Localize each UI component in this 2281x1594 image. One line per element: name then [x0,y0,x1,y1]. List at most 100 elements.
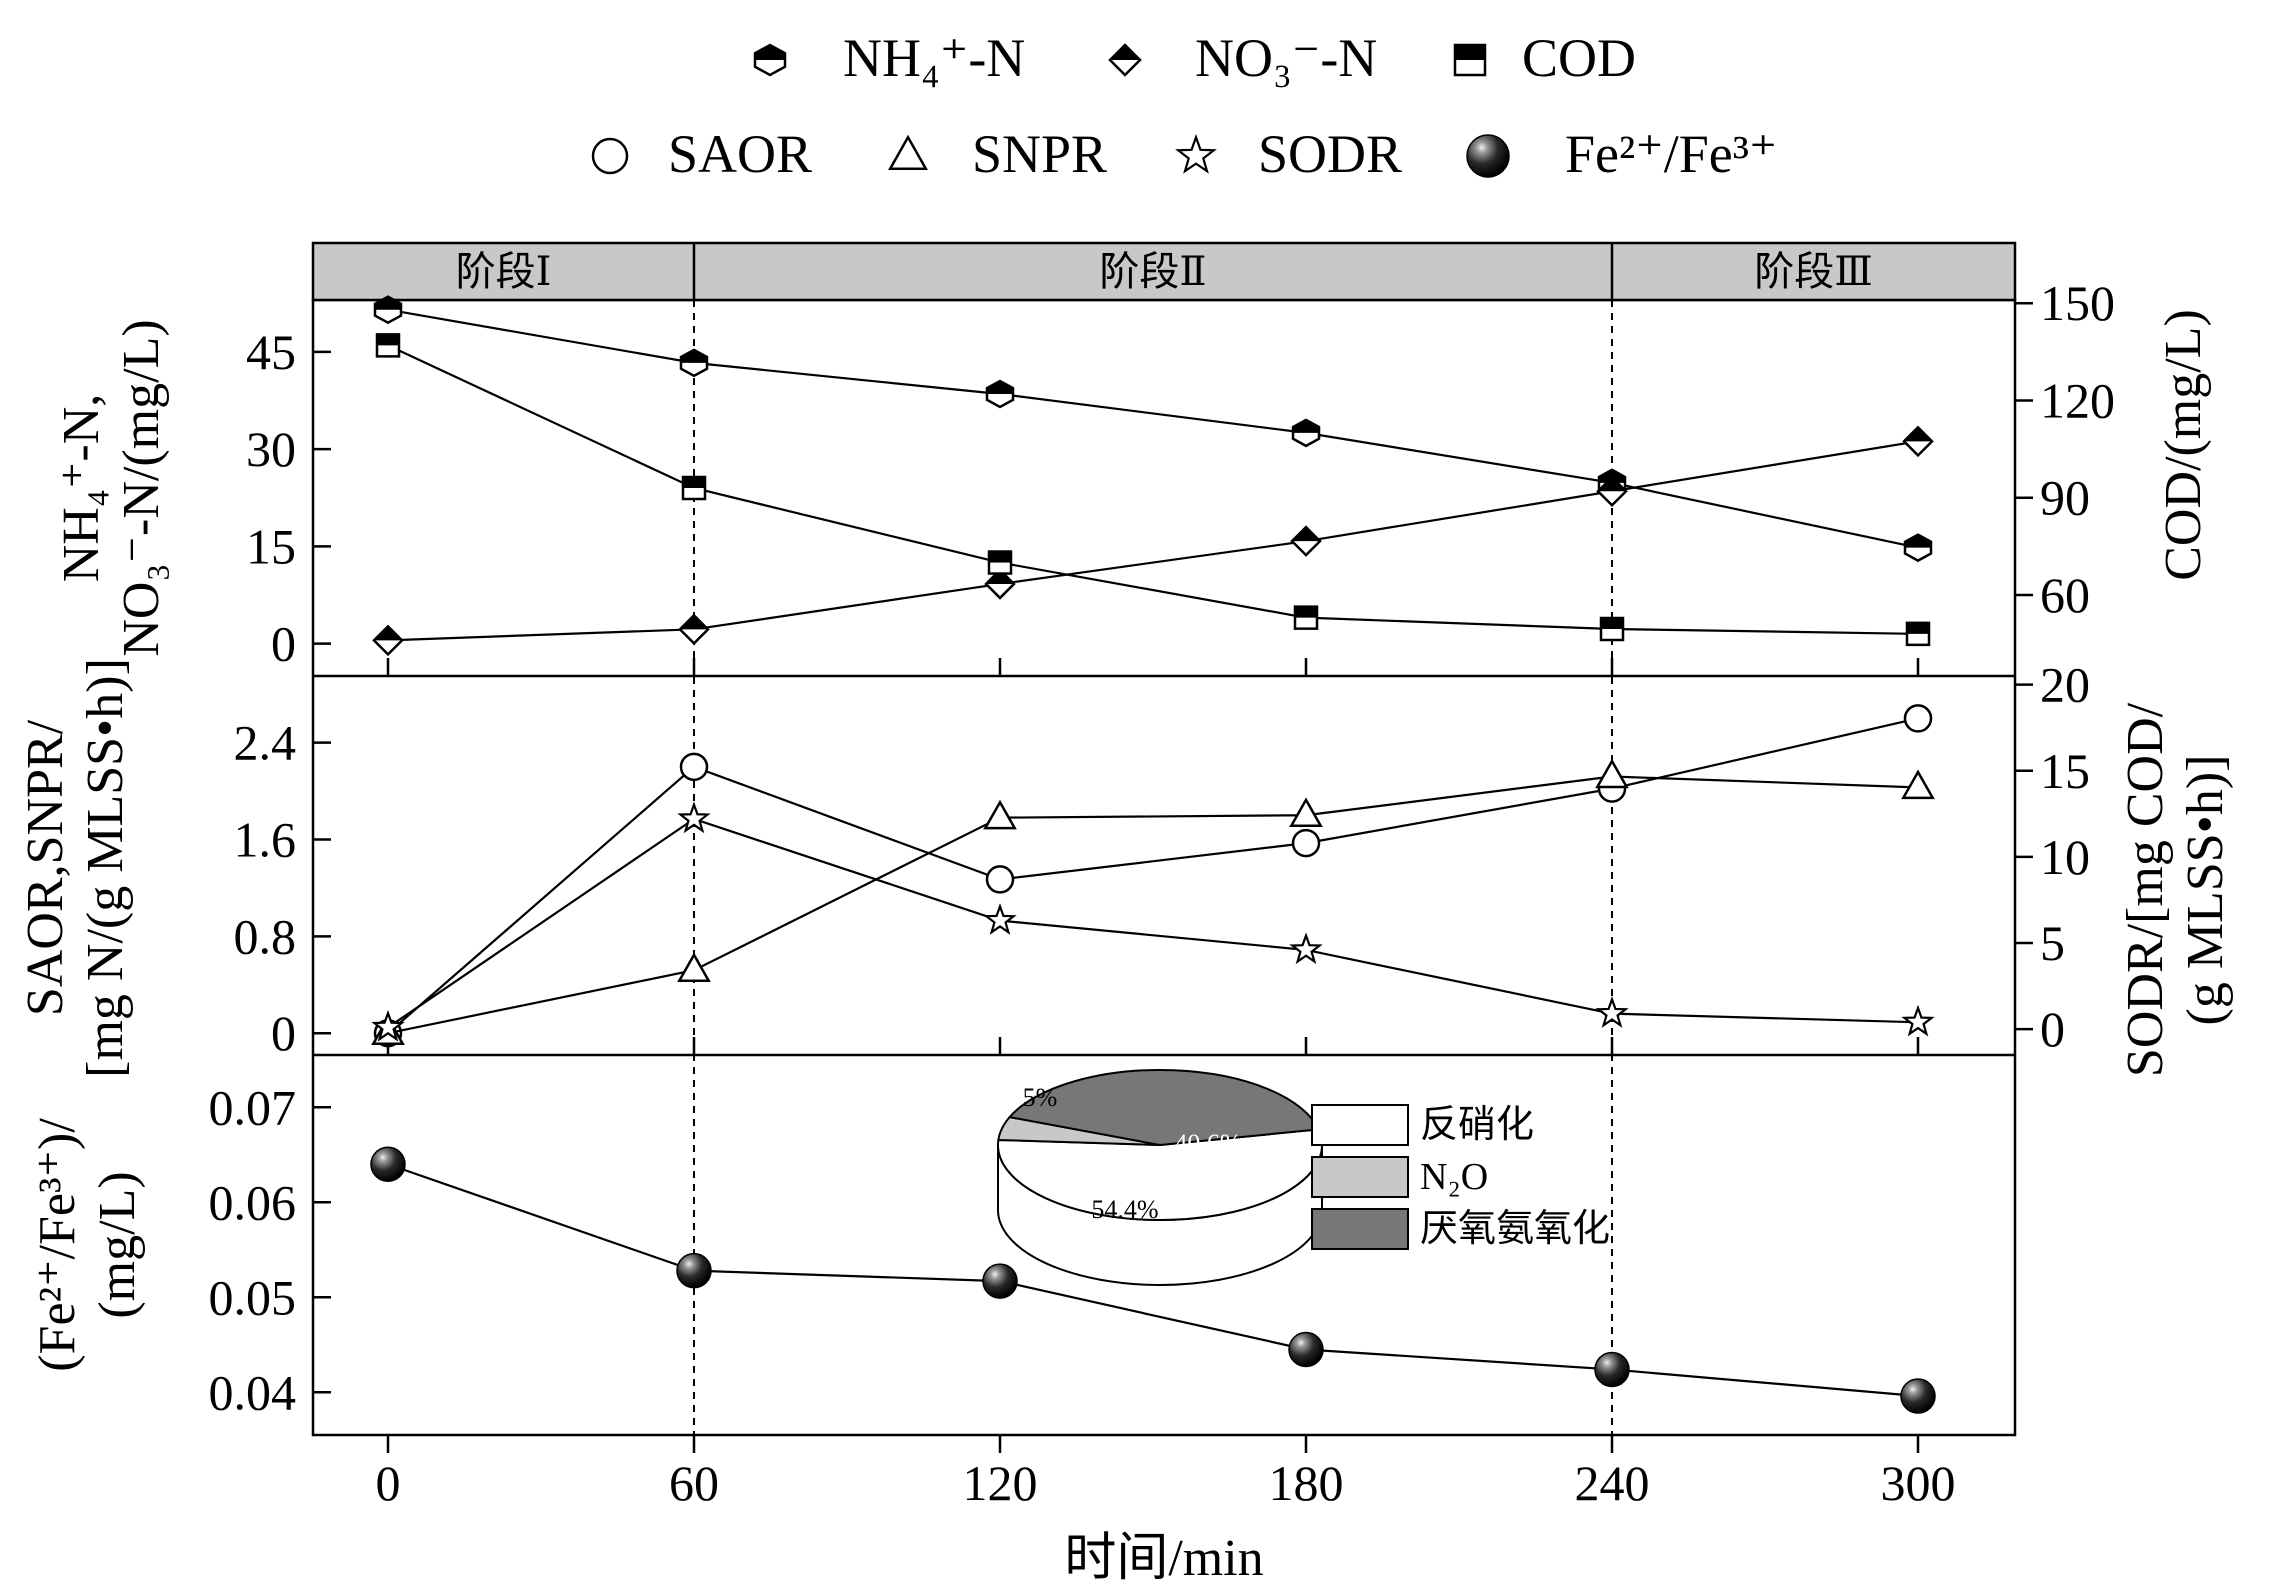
pie-slice [1007,1069,1320,1147]
marker-shape [1288,1331,1324,1368]
stage-label: 阶段Ⅰ [456,249,552,294]
y-right-tick-label: 60 [2040,567,2090,623]
data-point [678,613,710,646]
x-tick-label: 180 [1269,1455,1344,1511]
pie-slice-label: 40.6% [1174,1129,1241,1158]
series-line [387,344,1919,635]
y-right-tick-label: 0 [2040,1001,2065,1057]
y-left-tick-label: 1.6 [234,811,297,867]
legend-label: NO₃⁻-N [1195,28,1377,88]
series-NO3--N [372,425,1934,657]
data-point [985,379,1015,409]
legend-label: SNPR [972,124,1107,184]
legend-marker [591,137,629,175]
marker-fill [374,626,402,641]
y-left-tick-label: 0.8 [234,908,297,964]
marker-fill [986,569,1014,584]
series-line [387,817,1919,1029]
pie-legend-label: 反硝化 [1420,1104,1534,1146]
inset-pie-chart: 54.4% 5% 40.6% 反硝化 N₂O 厌氧氨氧化 [997,1069,1610,1286]
y-left-tick-label: 2.4 [234,715,297,771]
marker-shape [591,137,629,175]
y-left-tick-label: 0 [271,1005,296,1061]
x-tick-label: 0 [376,1455,401,1511]
marker-shape [888,134,928,170]
y-left-title-middle-line: [mg N/(g MLSS•h)] [77,658,134,1078]
data-point [1902,425,1934,458]
marker-fill [377,334,399,346]
series-SAOR [373,704,1933,1048]
marker-fill [683,477,705,488]
y-right-title-middle-line: (g MLSS•h)] [2177,755,2234,1026]
data-point [1900,1378,1936,1414]
data-point [983,799,1017,830]
marker-shape [985,865,1015,894]
marker-fill [1295,606,1317,618]
marker-shape [1289,932,1323,965]
marker-shape [1291,828,1321,858]
y-right-tick-label: 120 [2040,372,2115,428]
data-point [677,952,711,982]
x-tick-label: 300 [1881,1455,1956,1511]
data-series [370,295,1936,1414]
marker-shape [1901,1004,1935,1037]
legend-marker [753,43,787,77]
marker-fill [755,45,785,60]
y-left-tick-label: 0.07 [209,1079,297,1135]
y-left-tick-label: 30 [246,421,296,477]
marker-fill [1907,622,1929,634]
marker-fill [1601,618,1623,629]
marker-fill [1598,477,1626,492]
legend: NH₄⁺-N NO₃⁻-N COD SAOR SNPR SODR Fe²⁺/Fe³⁺ [591,28,1777,184]
marker-shape [1595,996,1629,1028]
marker-shape [676,1252,712,1289]
data-point [679,752,709,782]
data-point [987,550,1013,575]
series-SODR [371,801,1935,1042]
pie-slice-label: 54.4% [1091,1195,1158,1224]
series-line [387,717,1919,1035]
marker-fill [1110,45,1140,60]
data-point [1903,704,1933,733]
y-left-tick-label: 0.04 [209,1364,297,1420]
marker-fill [680,615,708,630]
y-right-tick-label: 150 [2040,275,2115,331]
axes: 0 60 120 180 240 300时间/min0153045609012015000… [17,275,2234,1587]
marker-fill [1292,527,1320,542]
data-point [983,903,1017,935]
marker-shape [677,952,711,982]
data-point [1290,525,1322,557]
data-point [1903,533,1933,563]
marker-shape [1289,797,1323,827]
legend-marker [1108,43,1142,77]
pie-legend-swatch [1311,1104,1409,1146]
data-point [1293,605,1319,630]
y-left-tick-label: 0.06 [209,1174,297,1230]
legend-marker [888,134,928,170]
series-SNPR [371,758,1935,1045]
data-point [370,1146,406,1182]
y-left-title-middle-line: SAOR,SNPR/ [17,719,74,1016]
marker-shape [371,1009,405,1042]
plot-frame [311,298,2017,1437]
y-left-title-bottom: (Fe²⁺/Fe³⁺)/(mg/L) [29,1118,146,1372]
legend-marker [1453,43,1487,77]
legend-label: SODR [1258,124,1402,184]
data-point [676,1252,712,1289]
legend-label: NH₄⁺-N [843,28,1025,88]
pie-legend-label: 厌氧氨氧化 [1420,1208,1610,1250]
marker-shape [677,801,711,834]
x-tick-label: 120 [963,1455,1038,1511]
data-point [1291,828,1321,858]
data-point [1901,769,1935,800]
y-right-tick-label: 5 [2040,915,2065,971]
y-right-tick-label: 15 [2040,743,2090,799]
stage-label: 阶段Ⅲ [1754,249,1873,294]
data-point [372,624,404,657]
data-point [679,348,709,378]
data-point [984,568,1016,600]
marker-shape [1466,134,1510,178]
series-COD [375,333,1931,647]
marker-shape [1901,769,1935,800]
